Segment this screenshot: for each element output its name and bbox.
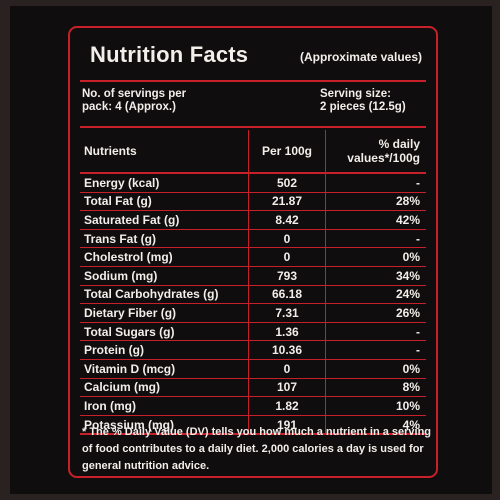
nutrient-name: Energy (kcal): [80, 173, 249, 193]
nutrient-name: Iron (mg): [80, 396, 249, 416]
nutrient-value: 191: [248, 415, 326, 436]
approximate-note: (Approximate values): [299, 50, 422, 64]
servings-divider: [80, 126, 426, 128]
nutrient-daily-value: 4%: [325, 415, 426, 436]
nutrient-daily-value: 42%: [325, 210, 426, 230]
nutrient-daily-value: -: [325, 173, 426, 193]
nutrient-value: 7.31: [248, 303, 326, 323]
nutrient-value: 1.82: [248, 396, 326, 416]
nutrient-name: Trans Fat (g): [80, 229, 249, 249]
header-per-100g: Per 100g: [248, 130, 326, 174]
nutrient-name: Total Sugars (g): [80, 322, 249, 342]
nutrient-name: Vitamin D (mcg): [80, 359, 249, 379]
nutrient-name: Cholestrol (mg): [80, 247, 249, 267]
nutrient-daily-value: 34%: [325, 266, 426, 286]
nutrient-value: 0: [248, 247, 326, 267]
nutrient-daily-value: 24%: [325, 285, 426, 305]
nutrient-name: Sodium (mg): [80, 266, 249, 286]
nutrient-value: 21.87: [248, 192, 326, 212]
table-row: Total Sugars (g) 1.36-: [80, 322, 426, 342]
nutrient-value: 502: [248, 173, 326, 193]
nutrient-daily-value: 0%: [325, 359, 426, 379]
servings-per-pack: No. of servings per pack: 4 (Approx.): [82, 88, 186, 114]
table-row: Energy (kcal) 502-: [80, 173, 426, 193]
daily-value-footnote: * The % Daily Value (DV) tells you how m…: [82, 426, 432, 472]
serving-size-line-1: Serving size:: [320, 88, 391, 100]
nutrient-value: 107: [248, 378, 326, 398]
header-nutrients: Nutrients: [80, 130, 249, 174]
nutrient-daily-value: -: [325, 229, 426, 249]
table-header-row: Nutrients Per 100g % daily values*/100g: [80, 130, 426, 174]
nutrition-facts-panel: Nutrition Facts (Approximate values) No.…: [68, 26, 438, 478]
serving-size-line-2: 2 pieces (12.5g): [320, 101, 406, 113]
table-row: Trans Fat (g) 0-: [80, 229, 426, 249]
nutrient-name: Dietary Fiber (g): [80, 303, 249, 323]
nutrient-value: 8.42: [248, 210, 326, 230]
nutrition-label-card: Nutrition Facts (Approximate values) No.…: [10, 6, 492, 494]
serving-size: Serving size: 2 pieces (12.5g): [320, 88, 406, 114]
table-row: Potassium (mg) 191 4%: [80, 415, 426, 436]
table-row: Dietary Fiber (g) 7.31 26%: [80, 303, 426, 323]
nutrient-value: 1.36: [248, 322, 326, 342]
servings-line-2: pack: 4 (Approx.): [82, 101, 176, 113]
servings-line-1: No. of servings per: [82, 88, 187, 100]
nutrient-daily-value: -: [325, 340, 426, 360]
nutrient-name: Calcium (mg): [80, 378, 249, 398]
table-row: Iron (mg) 1.82 10%: [80, 396, 426, 416]
title-divider: [80, 80, 426, 82]
nutrient-name: Potassium (mg): [80, 415, 249, 436]
nutrient-daily-value: 10%: [325, 396, 426, 416]
nutrient-name: Total Carbohydrates (g): [80, 285, 249, 305]
nutrient-value: 10.36: [248, 340, 326, 360]
nutrients-table: Nutrients Per 100g % daily values*/100g …: [80, 130, 426, 436]
table-row: Vitamin D (mcg) 0 0%: [80, 359, 426, 379]
header-daily-value: % daily values*/100g: [325, 130, 426, 174]
header-dv-line-2: values*/100g: [347, 151, 420, 165]
nutrient-daily-value: 0%: [325, 247, 426, 267]
header-dv-line-1: % daily: [378, 137, 420, 151]
table-row: Saturated Fat (g) 8.42 42%: [80, 210, 426, 230]
table-row: Total Carbohydrates (g) 66.18 24%: [80, 285, 426, 305]
table-row: Sodium (mg) 793 34%: [80, 266, 426, 286]
nutrient-name: Total Fat (g): [80, 192, 249, 212]
nutrient-daily-value: 28%: [325, 192, 426, 212]
nutrient-value: 0: [248, 359, 326, 379]
nutrient-value: 793: [248, 266, 326, 286]
nutrient-value: 0: [248, 229, 326, 249]
nutrient-daily-value: -: [325, 322, 426, 342]
nutrient-name: Saturated Fat (g): [80, 210, 249, 230]
table-row: Total Fat (g) 21.87 28%: [80, 192, 426, 212]
table-row: Cholestrol (mg) 0 0%: [80, 247, 426, 267]
panel-title: Nutrition Facts: [90, 42, 249, 67]
nutrient-name: Protein (g): [80, 340, 249, 360]
nutrient-daily-value: 8%: [325, 378, 426, 398]
nutrient-daily-value: 26%: [325, 303, 426, 323]
nutrient-value: 66.18: [248, 285, 326, 305]
table-row: Calcium (mg) 107 8%: [80, 378, 426, 398]
table-row: Protein (g) 10.36-: [80, 340, 426, 360]
